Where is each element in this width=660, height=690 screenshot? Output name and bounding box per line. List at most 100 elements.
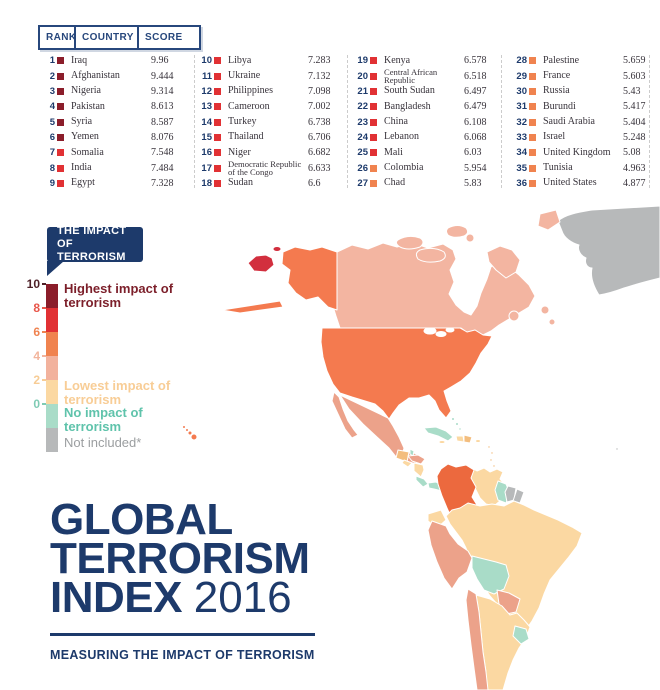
country-name: Burundi [543, 100, 576, 112]
lake-superior [423, 327, 437, 335]
score-band-swatch [57, 164, 64, 172]
country-suriname [504, 485, 517, 503]
rank-number: 20 [357, 70, 368, 82]
score-band-swatch [214, 57, 221, 65]
rank-number: 19 [357, 55, 368, 67]
country-name: Egypt [71, 177, 95, 189]
legend-band-4 [46, 356, 58, 380]
country-name: Colombia [384, 162, 424, 174]
table-row: 15 Thailand 6.706 [200, 130, 348, 145]
country-score: 5.954 [464, 162, 487, 174]
country-name: Yemen [71, 131, 99, 143]
region-hawaii [187, 430, 193, 436]
legend-label-highest: Highest impact of terrorism [64, 281, 174, 310]
country-name: Democratic Republic of the Congo [228, 159, 302, 178]
legend-band-0 [46, 404, 58, 428]
score-band-swatch [529, 179, 536, 187]
country-name: Niger [228, 146, 251, 158]
report-title: GLOBAL TERRORISM INDEX 2016 [50, 498, 310, 620]
score-band-swatch [214, 72, 221, 80]
rank-number: 11 [201, 70, 212, 82]
table-row: 2 Afghanistan 9.444 [43, 68, 195, 83]
report-subtitle: MEASURING THE IMPACT OF TERRORISM [50, 648, 315, 662]
score-band-swatch [57, 87, 64, 95]
country-score: 5.417 [623, 101, 646, 113]
legend-tick-label: 2 [33, 373, 40, 387]
column-header-rank: RANK [46, 32, 77, 43]
region-alaska [281, 246, 338, 311]
islands-lesser-antilles [487, 445, 491, 449]
country-chile [465, 588, 489, 690]
country-dominican-republic [463, 434, 473, 444]
rank-number: 13 [201, 101, 212, 113]
island-ellesmere [537, 209, 561, 231]
table-row: 25 Mali 6.03 [356, 145, 504, 160]
rank-number: 9 [49, 177, 55, 189]
score-band-swatch [370, 164, 377, 172]
island-canada-east2 [548, 318, 556, 326]
country-guatemala [395, 449, 410, 463]
score-band-swatch [57, 72, 64, 80]
score-band-swatch [214, 103, 221, 111]
title-year: 2016 [193, 573, 292, 622]
score-band-swatch [529, 103, 536, 111]
country-score: 7.283 [308, 55, 331, 67]
legend-tick-mark [42, 283, 46, 285]
country-uruguay [512, 625, 530, 645]
country-name: Turkey [228, 116, 257, 128]
rank-number: 10 [201, 55, 212, 67]
ranking-column-4: 28 Palestine 5.659 29 France 5.603 30 Russia 5.4… [515, 53, 655, 191]
score-band-swatch [529, 164, 536, 172]
island-bermuda [615, 447, 619, 451]
rank-number: 18 [201, 177, 212, 189]
rank-number: 4 [49, 101, 55, 113]
country-score: 5.08 [623, 147, 641, 159]
region-baja-california [331, 391, 359, 439]
rank-number: 7 [49, 147, 55, 159]
country-score: 4.877 [623, 177, 646, 189]
country-name: Iraq [71, 54, 88, 66]
country-name: United States [543, 177, 597, 189]
rank-number: 31 [516, 101, 527, 113]
legend-band-8 [46, 308, 58, 332]
country-name: Sudan [228, 177, 253, 189]
country-bahamas [451, 417, 455, 421]
legend-title-line1: THE IMPACT [57, 225, 127, 237]
country-name: Philippines [228, 85, 274, 97]
country-score: 7.098 [308, 85, 331, 97]
table-row: 33 Israel 5.248 [515, 130, 655, 145]
table-row: 28 Palestine 5.659 [515, 53, 655, 68]
score-band-swatch [370, 118, 377, 126]
table-row: 24 Lebanon 6.068 [356, 130, 504, 145]
island-wrangel [272, 246, 282, 252]
score-band-swatch [370, 103, 377, 111]
legend-label-no-impact: No impact of terrorism [64, 405, 143, 434]
country-score: 7.328 [151, 177, 174, 189]
legend-tick-mark [42, 331, 46, 333]
score-band-swatch [529, 133, 536, 141]
rank-number: 2 [49, 70, 55, 82]
legend-title-bubble: THE IMPACT OF TERRORISM [47, 225, 143, 263]
country-score: 7.484 [151, 162, 174, 174]
country-score: 6.633 [308, 162, 331, 174]
country-nicaragua [413, 462, 425, 478]
legend-tick-label: 6 [33, 325, 40, 339]
country-costa-rica [415, 475, 429, 488]
rank-number: 17 [201, 162, 212, 174]
table-row: 6 Yemen 8.076 [43, 130, 195, 145]
country-score: 5.83 [464, 177, 482, 189]
score-band-swatch [370, 72, 377, 80]
score-band-swatch [57, 179, 64, 187]
title-line-terrorism: TERRORISM [50, 534, 310, 583]
rank-number: 29 [516, 70, 527, 82]
country-name: Chad [384, 177, 406, 189]
country-name: Afghanistan [71, 70, 120, 82]
country-name: Nigeria [71, 85, 101, 97]
score-band-swatch [370, 133, 377, 141]
score-band-swatch [57, 103, 64, 111]
country-name: Saudi Arabia [543, 116, 595, 128]
country-score: 5.659 [623, 55, 646, 67]
score-band-swatch [529, 87, 536, 95]
